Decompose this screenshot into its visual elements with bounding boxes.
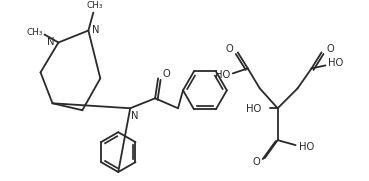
- Text: O: O: [253, 157, 261, 167]
- Text: N: N: [92, 25, 100, 35]
- Text: N: N: [131, 111, 139, 121]
- Text: HO: HO: [215, 70, 230, 80]
- Text: O: O: [162, 69, 170, 79]
- Text: HO: HO: [299, 142, 314, 152]
- Text: CH₃: CH₃: [86, 1, 103, 10]
- Text: O: O: [225, 45, 233, 54]
- Text: HO: HO: [328, 58, 344, 68]
- Text: CH₃: CH₃: [26, 28, 43, 37]
- Text: HO: HO: [246, 104, 262, 114]
- Text: O: O: [327, 45, 334, 54]
- Text: N: N: [47, 37, 55, 47]
